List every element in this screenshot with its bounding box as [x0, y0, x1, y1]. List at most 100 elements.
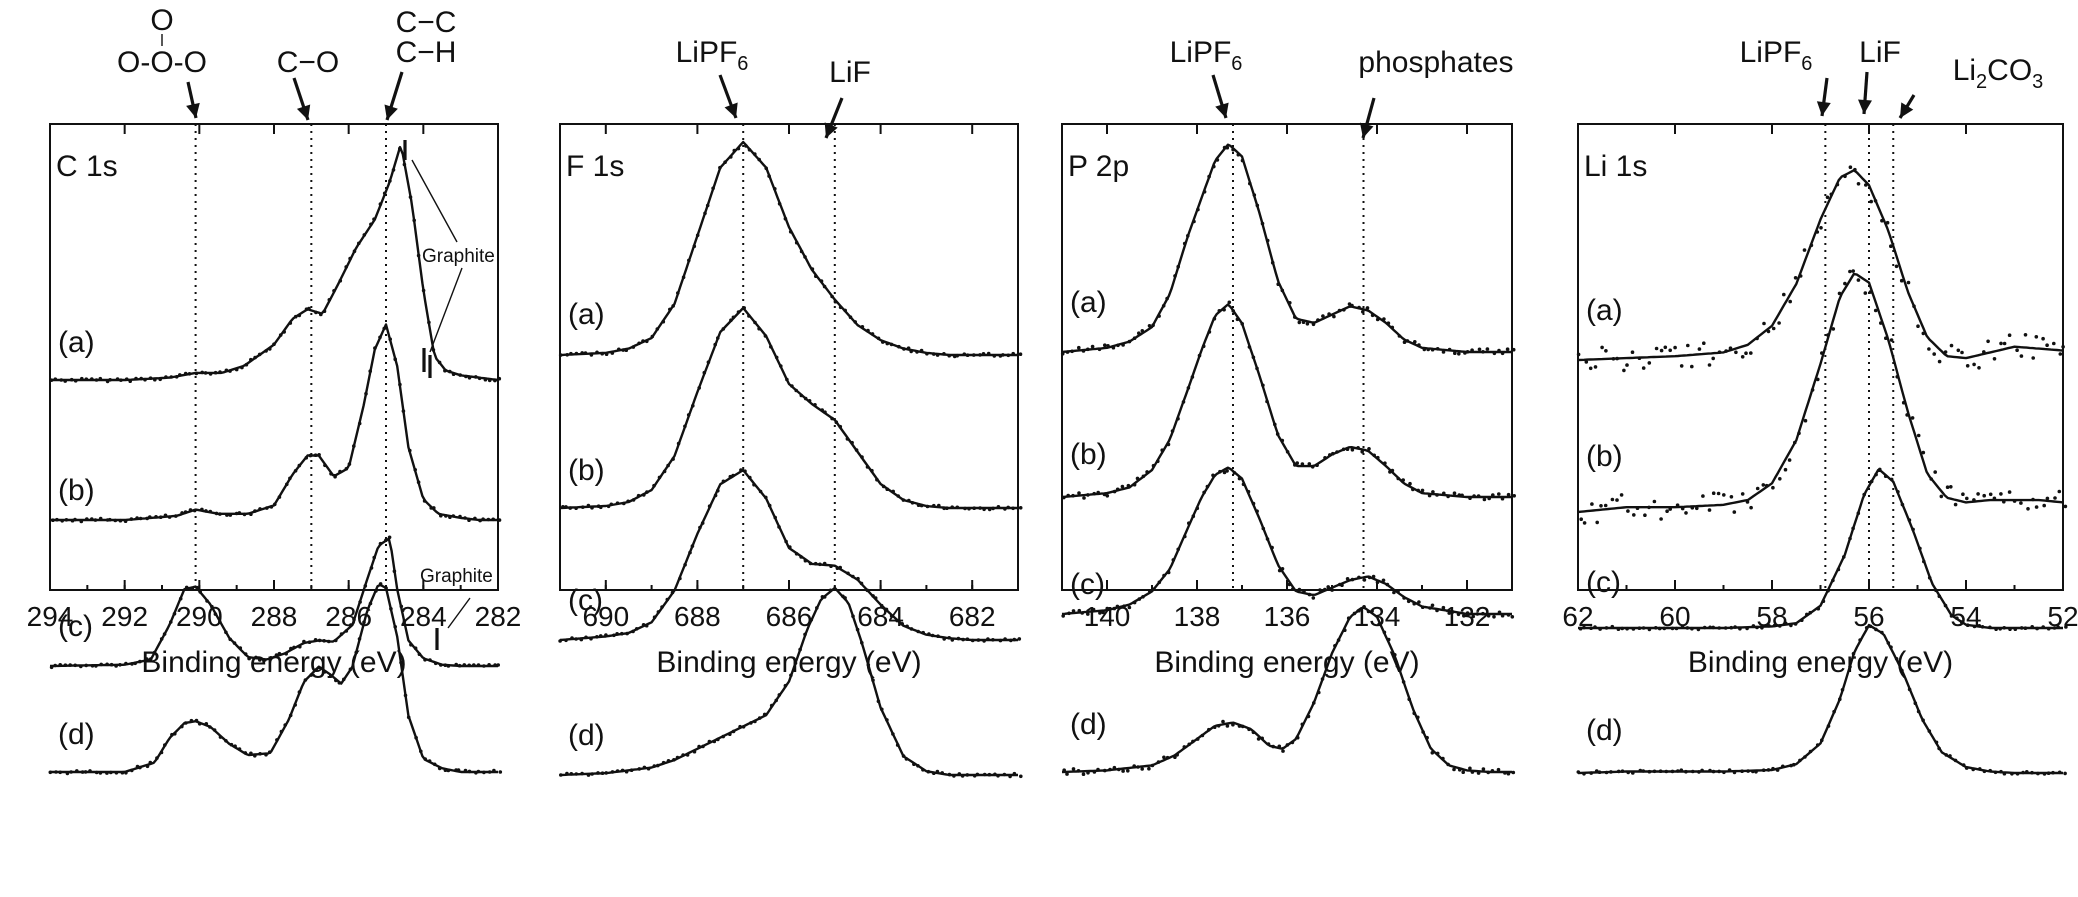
data-point: [1237, 724, 1242, 728]
data-point: [58, 663, 62, 667]
data-point: [803, 255, 807, 259]
data-point: [1121, 769, 1125, 773]
data-point: [570, 636, 574, 640]
data-point: [683, 424, 687, 429]
data-point: [448, 515, 452, 519]
data-point: [2026, 507, 2030, 511]
data-point: [1011, 506, 1015, 511]
data-point: [1307, 462, 1312, 466]
data-point: [1082, 496, 1086, 500]
data-point: [129, 517, 134, 521]
data-point: [1708, 625, 1712, 630]
data-point: [1767, 624, 1771, 628]
data-point: [598, 634, 603, 638]
data-point: [1396, 590, 1400, 594]
data-point: [2008, 627, 2012, 631]
data-point: [741, 725, 746, 729]
data-point: [1417, 343, 1421, 347]
series-fit-line: [559, 140, 1018, 357]
data-point: [124, 377, 129, 382]
data-point: [378, 335, 382, 340]
data-point: [1390, 468, 1395, 473]
data-point: [218, 370, 222, 374]
data-point: [1140, 329, 1145, 333]
data-point: [880, 707, 884, 712]
data-point: [666, 759, 671, 763]
data-point: [1148, 589, 1152, 593]
data-point: [1463, 351, 1467, 355]
data-point: [925, 351, 929, 356]
data-point: [1170, 429, 1175, 433]
data-point: [1809, 243, 1814, 248]
data-point: [936, 634, 940, 638]
data-point: [1851, 651, 1856, 656]
data-point: [1240, 724, 1245, 729]
data-point: [378, 541, 383, 546]
data-point: [1961, 763, 1966, 767]
data-point: [1457, 493, 1462, 497]
data-point: [687, 258, 691, 263]
data-point: [629, 768, 634, 772]
data-point: [1679, 768, 1684, 772]
data-point: [423, 757, 428, 761]
data-point: [642, 493, 646, 497]
data-point: [1192, 219, 1196, 224]
data-point: [123, 519, 128, 523]
data-point: [860, 455, 864, 459]
data-point: [731, 473, 735, 478]
data-point: [1874, 472, 1878, 477]
data-point: [799, 555, 803, 559]
data-point: [1212, 164, 1216, 169]
data-point: [1475, 612, 1480, 616]
data-point: [133, 661, 137, 666]
data-point: [1281, 749, 1285, 753]
data-point: [277, 651, 282, 656]
data-point: [1760, 626, 1764, 630]
data-point: [210, 604, 214, 609]
data-point: [1826, 589, 1830, 593]
data-point: [1200, 733, 1205, 738]
data-point: [1695, 506, 1699, 511]
data-point: [234, 511, 239, 516]
data-point: [358, 600, 362, 604]
data-point: [1265, 537, 1270, 541]
data-point: [456, 768, 461, 772]
data-point: [439, 663, 443, 667]
data-point: [753, 152, 757, 156]
data-point: [773, 187, 777, 191]
data-point: [2058, 352, 2063, 356]
data-point: [676, 441, 681, 446]
data-point: [1182, 745, 1187, 749]
data-point: [284, 652, 289, 656]
data-point: [2035, 626, 2039, 631]
data-point: [1821, 599, 1826, 603]
data-point: [218, 735, 223, 739]
data-point: [482, 664, 486, 668]
data-point: [829, 564, 833, 568]
data-point: [721, 479, 726, 484]
data-point: [317, 665, 321, 670]
data-point: [1098, 611, 1102, 615]
data-point: [702, 370, 707, 375]
data-point: [604, 352, 609, 357]
data-point: [1135, 476, 1140, 481]
data-point: [1401, 680, 1406, 684]
data-point: [580, 771, 584, 776]
data-point: [1800, 618, 1804, 622]
data-point: [135, 516, 139, 520]
data-point: [1982, 493, 1986, 498]
data-point: [188, 508, 193, 512]
data-point: [615, 632, 619, 636]
data-point: [625, 631, 629, 636]
data-point: [972, 506, 976, 511]
data-point: [1435, 751, 1440, 756]
data-point: [197, 722, 202, 726]
data-point: [1173, 755, 1177, 759]
data-point: [879, 603, 884, 608]
data-point: [249, 357, 253, 362]
data-point: [981, 352, 986, 356]
data-point: [748, 475, 752, 480]
data-point: [1816, 377, 1820, 382]
data-point: [1291, 587, 1295, 591]
data-point: [736, 146, 741, 151]
